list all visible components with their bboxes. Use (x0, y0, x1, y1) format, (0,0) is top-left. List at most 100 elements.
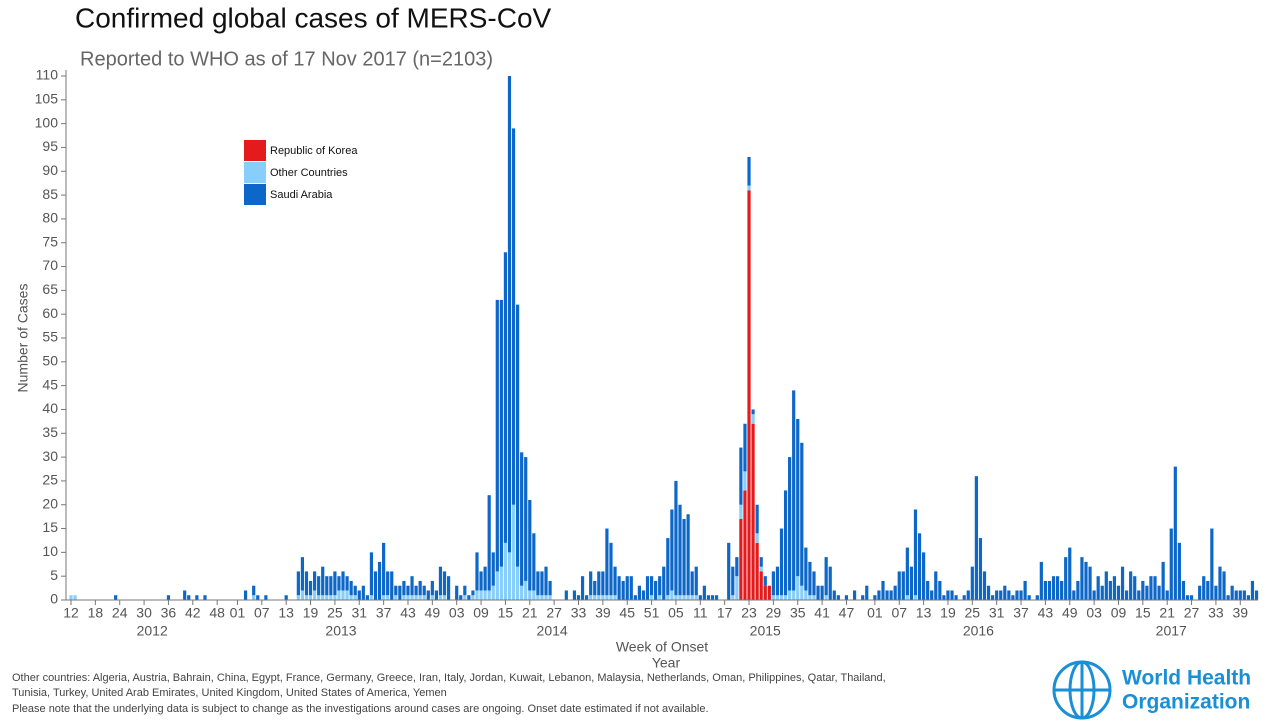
legend-swatch (244, 162, 266, 183)
bar-segment (1181, 580, 1186, 600)
bar-segment (796, 418, 800, 577)
bar-segment (1108, 580, 1112, 600)
bar-segment (548, 580, 552, 596)
bar-segment (629, 576, 633, 600)
bar-segment (617, 576, 621, 600)
bar-segment (365, 595, 369, 600)
bar-segment (792, 590, 796, 600)
bar-segment (946, 590, 950, 600)
bar-segment (605, 595, 609, 600)
bar-segment (418, 595, 422, 600)
bar-segment (511, 128, 516, 505)
legend-swatch (244, 140, 266, 161)
legend-label: Republic of Korea (270, 145, 358, 157)
bar-segment (300, 590, 305, 600)
bar-segment (430, 595, 434, 600)
bar-segment (1129, 571, 1133, 600)
y-tick-label: 85 (42, 186, 58, 202)
x-tick-label: 07 (891, 605, 907, 621)
x-tick-label: 23 (741, 605, 757, 621)
bar-segment (755, 542, 759, 600)
bar-segment (670, 509, 674, 591)
bar-segment (337, 576, 341, 591)
bar-segment (422, 585, 426, 596)
bar-segment (645, 576, 650, 600)
bar-segment (597, 571, 601, 596)
bar-segment (775, 566, 780, 596)
y-tick-label: 35 (42, 424, 58, 440)
bar-segment (808, 595, 812, 600)
bar-segment (743, 423, 747, 472)
y-tick-label: 5 (50, 567, 58, 583)
bar-segment (580, 576, 585, 600)
bar-segment (1230, 585, 1234, 600)
bar-segment (694, 566, 698, 596)
bar-segment (1214, 585, 1218, 600)
bar-segment (520, 452, 524, 586)
bar-segment (373, 571, 378, 600)
bar-segment (905, 547, 909, 596)
x-tick-label: 15 (498, 605, 514, 621)
bar-segment (495, 299, 499, 572)
legend-label: Other Countries (270, 167, 348, 179)
who-emblem (1052, 660, 1112, 720)
bar-segment (325, 595, 329, 600)
x-tick-label: 37 (1013, 605, 1029, 621)
bar-segment (438, 595, 443, 600)
bar-segment (970, 566, 974, 600)
bar-segment (804, 590, 808, 600)
bar-segment (459, 595, 463, 600)
bar-segment (1206, 580, 1210, 600)
bar-segment (369, 595, 374, 600)
bar-segment (296, 571, 300, 596)
bar-segment (313, 571, 317, 591)
bar-segment (796, 576, 800, 600)
bar-segment (536, 571, 540, 596)
x-tick-label: 27 (546, 605, 562, 621)
bar-segment (252, 595, 256, 600)
bar-segment (1149, 576, 1153, 600)
bar-segment (1165, 590, 1169, 600)
bar-segment (406, 585, 410, 596)
bar-segment (1177, 542, 1181, 600)
bar-segment (511, 504, 516, 600)
bar-segment (873, 595, 877, 600)
y-tick-label: 10 (42, 543, 58, 559)
bar-segment (1068, 547, 1072, 600)
bar-segment (767, 585, 771, 600)
bar-segment (540, 571, 544, 596)
bar-segment (686, 595, 690, 600)
bar-segment (426, 590, 430, 600)
x-tick-label: 43 (1038, 605, 1054, 621)
bar-segment (788, 457, 792, 591)
bar-segment (402, 580, 406, 596)
x-tick-label: 37 (376, 605, 392, 621)
bar-segment (1072, 590, 1076, 600)
bar-segment (386, 571, 390, 596)
bar-segment (463, 595, 467, 600)
bar-segment (950, 590, 954, 600)
bar-segment (1023, 580, 1027, 600)
x-axis-label-year: Year (652, 655, 681, 671)
bar-segment (1210, 528, 1214, 600)
bar-segment (609, 595, 613, 600)
x-tick-label: 21 (1159, 605, 1175, 621)
bar-segment (714, 595, 719, 600)
x-tick-label: 03 (1086, 605, 1102, 621)
bar-segment (548, 595, 552, 600)
bar-segment (1104, 571, 1108, 600)
bar-segment (727, 542, 731, 600)
bar-segment (844, 595, 849, 600)
bar-segment (609, 542, 613, 596)
bar-segment (475, 552, 479, 591)
bar-segment (410, 595, 414, 600)
bar-segment (792, 390, 796, 591)
bar-segment (698, 595, 702, 600)
bar-segment (690, 571, 694, 596)
bar-segment (382, 595, 386, 600)
bar-segment (889, 590, 893, 600)
x-tick-label: 25 (965, 605, 981, 621)
bar-segment (337, 590, 341, 600)
bar-segment (1007, 590, 1011, 600)
bar-segment (414, 595, 418, 600)
